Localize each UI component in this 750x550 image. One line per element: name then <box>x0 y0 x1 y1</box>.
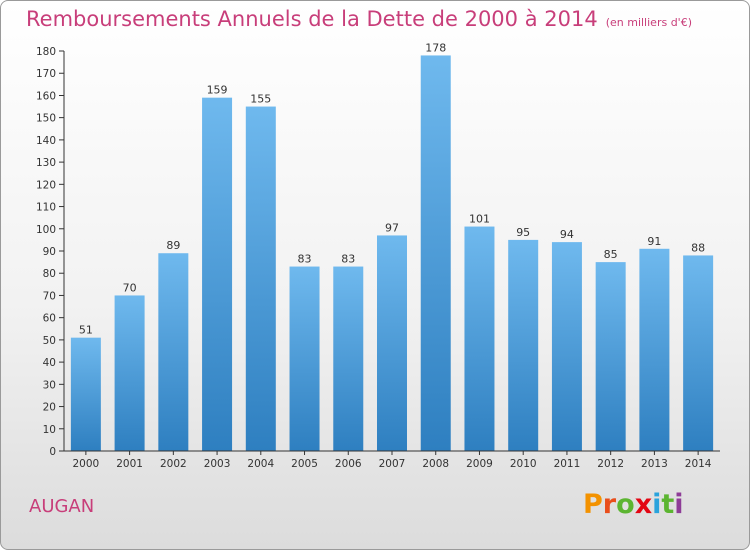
x-tick-label: 2014 <box>685 458 712 470</box>
logo-letter: i <box>674 489 684 520</box>
y-tick-label: 100 <box>36 224 56 236</box>
x-tick-label: 2010 <box>510 458 537 470</box>
y-tick-label: 140 <box>36 135 56 147</box>
y-tick-label: 120 <box>36 179 56 191</box>
data-label: 83 <box>341 253 355 266</box>
bar <box>420 55 451 451</box>
bar <box>683 255 714 451</box>
commune-name: AUGAN <box>29 496 95 517</box>
y-tick-label: 30 <box>43 379 56 391</box>
y-tick-label: 160 <box>36 90 56 102</box>
y-tick-label: 130 <box>36 157 56 169</box>
data-label: 159 <box>207 84 228 97</box>
y-tick-label: 70 <box>43 290 56 302</box>
data-label: 94 <box>560 228 574 241</box>
y-tick-label: 50 <box>43 335 56 347</box>
bar <box>70 337 101 451</box>
logo-letter: t <box>661 489 675 520</box>
data-label: 85 <box>604 248 618 261</box>
bar <box>508 239 539 451</box>
x-tick-label: 2000 <box>72 458 99 470</box>
data-label: 95 <box>516 226 530 239</box>
data-label: 91 <box>647 235 661 248</box>
bar <box>114 295 145 451</box>
title-text: Remboursements Annuels de la Dette de 20… <box>26 7 598 31</box>
y-tick-label: 0 <box>49 446 56 458</box>
bar <box>464 226 495 451</box>
logo-letter: o <box>616 489 635 520</box>
bar <box>202 97 233 452</box>
y-tick-label: 110 <box>36 202 56 214</box>
logo-letter: x <box>634 489 653 520</box>
x-tick-label: 2003 <box>204 458 231 470</box>
data-label: 83 <box>298 253 312 266</box>
bar <box>289 266 320 451</box>
bars-group: 51 70 89 159 155 83 83 97 178 101 95 94 85 91 88 <box>70 41 714 452</box>
y-tick-label: 170 <box>36 68 56 80</box>
logo-letter: P <box>583 489 603 520</box>
data-label: 97 <box>385 221 399 234</box>
x-tick-label: 2001 <box>116 458 143 470</box>
x-tick-label: 2011 <box>554 458 581 470</box>
bar <box>551 242 582 451</box>
x-tick-label: 2013 <box>641 458 668 470</box>
y-tick-label: 90 <box>43 246 56 258</box>
logo-letter: r <box>602 489 617 520</box>
bar <box>595 262 626 451</box>
x-tick-label: 2006 <box>335 458 362 470</box>
data-label: 70 <box>123 281 137 294</box>
logo-letter: i <box>652 489 662 520</box>
y-tick-label: 40 <box>43 357 56 369</box>
data-label: 88 <box>691 241 705 254</box>
y-tick-label: 180 <box>36 46 56 58</box>
y-axis: 0 10 20 30 40 50 60 70 80 90 100 110 120 130 140 150 160… <box>36 46 65 458</box>
y-tick-label: 10 <box>43 424 56 436</box>
x-tick-label: 2009 <box>466 458 493 470</box>
x-tick-label: 2008 <box>422 458 449 470</box>
x-axis: 2000 2001 2002 2003 2004 2005 2006 2007 2008 2009… <box>64 450 720 470</box>
y-tick-label: 60 <box>43 313 56 325</box>
y-tick-label: 20 <box>43 402 56 414</box>
x-tick-label: 2002 <box>160 458 187 470</box>
data-label: 51 <box>79 324 93 337</box>
data-label: 178 <box>425 41 446 54</box>
y-tick-label: 80 <box>43 268 56 280</box>
data-label: 89 <box>166 239 180 252</box>
bar <box>639 248 670 451</box>
chart-subtitle: (en milliers d'€) <box>605 16 692 29</box>
bar <box>245 106 276 452</box>
bar <box>377 235 407 451</box>
y-tick-label: 150 <box>36 113 56 125</box>
data-label: 155 <box>250 93 271 106</box>
bar <box>158 253 189 451</box>
x-tick-label: 2007 <box>379 458 406 470</box>
proxiti-logo[interactable]: Proxiti <box>583 489 684 520</box>
data-label: 101 <box>469 213 490 226</box>
bar <box>333 266 364 451</box>
chart-title: Remboursements Annuels de la Dette de 20… <box>26 7 692 31</box>
x-tick-label: 2005 <box>291 458 318 470</box>
x-tick-label: 2004 <box>247 458 274 470</box>
x-tick-label: 2012 <box>597 458 624 470</box>
